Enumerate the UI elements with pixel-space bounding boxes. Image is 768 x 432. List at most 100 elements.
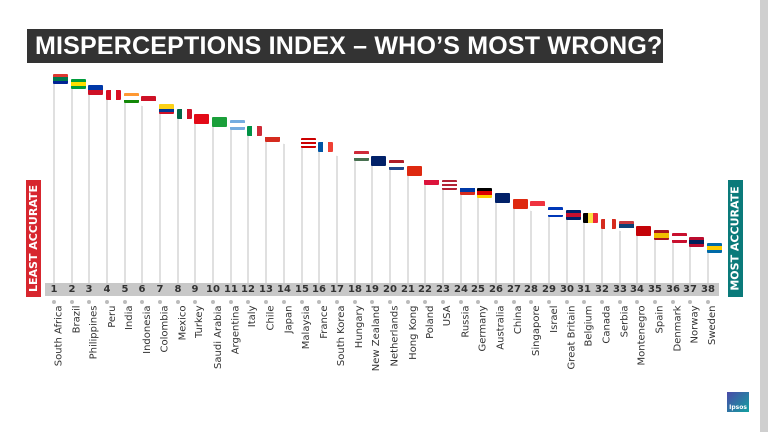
flag-icon <box>194 114 209 124</box>
rank-number: 19 <box>365 284 379 295</box>
country-name: Mexico <box>177 305 189 341</box>
most-accurate-text: MOST ACCURATE <box>729 186 743 291</box>
flag-icon <box>106 90 121 100</box>
flag-pole <box>71 84 73 283</box>
tick-dot <box>229 300 233 304</box>
flag-icon <box>477 188 492 198</box>
country-name: USA <box>442 305 454 327</box>
flag-icon <box>301 138 316 148</box>
country-name: India <box>124 305 136 331</box>
country-name: Hungary <box>354 305 366 349</box>
tick-dot <box>600 300 604 304</box>
rank-number: 13 <box>259 284 273 295</box>
country-name: Colombia <box>159 305 171 353</box>
flag-pole <box>689 242 691 283</box>
country-name: Norway <box>689 305 701 344</box>
rank-number: 7 <box>156 284 164 295</box>
tick-dot <box>158 300 162 304</box>
flag-icon <box>230 120 245 130</box>
rank-number: 24 <box>454 284 468 295</box>
country-name: Singapore <box>530 305 542 356</box>
flag-pole <box>707 248 709 283</box>
tick-dot <box>335 300 339 304</box>
rank-number: 23 <box>436 284 450 295</box>
rank-number: 11 <box>224 284 238 295</box>
most-accurate-label: MOST ACCURATE <box>728 180 743 297</box>
tick-dot <box>635 300 639 304</box>
slide-edge <box>760 0 768 432</box>
flag-pole <box>530 206 532 283</box>
tick-dot <box>123 300 127 304</box>
flag-icon <box>548 207 563 217</box>
flag-icon <box>566 210 581 220</box>
rank-number: 35 <box>648 284 662 295</box>
flag-icon <box>601 219 616 229</box>
flag-icon <box>530 201 545 211</box>
flag-pole <box>654 235 656 283</box>
rank-number: 14 <box>277 284 291 295</box>
rank-number: 3 <box>85 284 93 295</box>
country-name: Germany <box>477 305 489 352</box>
flag-icon <box>124 93 139 103</box>
rank-number: 37 <box>683 284 697 295</box>
rank-number: 8 <box>174 284 182 295</box>
country-name: Canada <box>601 305 613 344</box>
country-name: Japan <box>283 305 295 334</box>
rank-number: 9 <box>191 284 199 295</box>
tick-dot <box>52 300 56 304</box>
flag-pole <box>548 212 550 283</box>
flag-icon <box>636 226 651 236</box>
tick-dot <box>653 300 657 304</box>
flag-pole <box>442 185 444 283</box>
flag-pole <box>141 101 143 283</box>
country-name: Israel <box>548 305 560 333</box>
flag-pole <box>336 151 338 283</box>
flag-pole <box>230 125 232 283</box>
tick-dot <box>105 300 109 304</box>
flag-pole <box>265 137 267 283</box>
flag-icon <box>407 166 422 176</box>
country-name: Indonesia <box>141 305 153 354</box>
tick-dot <box>706 300 710 304</box>
flag-pole <box>159 109 161 283</box>
flag-icon <box>53 74 68 84</box>
tick-dot <box>353 300 357 304</box>
country-name: Montenegro <box>636 305 648 366</box>
tick-dot <box>264 300 268 304</box>
rank-number: 31 <box>577 284 591 295</box>
country-name: Argentina <box>230 305 242 355</box>
rank-number: 25 <box>471 284 485 295</box>
tick-dot <box>388 300 392 304</box>
flag-pole <box>619 226 621 283</box>
rank-number: 33 <box>613 284 627 295</box>
country-name: China <box>513 305 525 335</box>
flag-icon <box>672 233 687 243</box>
rank-number: 4 <box>103 284 111 295</box>
tick-dot <box>317 300 321 304</box>
tick-dot <box>547 300 551 304</box>
country-name: Saudi Arabia <box>212 305 224 369</box>
flag-pole <box>177 114 179 283</box>
country-name: Poland <box>424 305 436 339</box>
rank-number: 21 <box>401 284 415 295</box>
rank-number: 28 <box>524 284 538 295</box>
tick-dot <box>246 300 250 304</box>
flag-icon <box>177 109 192 119</box>
flag-pole <box>477 193 479 283</box>
country-name: Chile <box>265 305 277 331</box>
flag-icon <box>265 132 280 142</box>
page-title: MISPERCEPTIONS INDEX – WHO’S MOST WRONG? <box>27 29 663 63</box>
tick-dot <box>70 300 74 304</box>
flag-icon <box>654 230 669 240</box>
tick-dot <box>176 300 180 304</box>
flag-pole <box>212 122 214 283</box>
country-name: Hong Kong <box>407 305 419 360</box>
country-name: South Africa <box>53 305 65 367</box>
flag-pole <box>424 180 426 283</box>
rank-number: 32 <box>595 284 609 295</box>
flag-icon <box>442 180 457 190</box>
ipsos-logo: Ipsos <box>727 392 749 412</box>
rank-number: 18 <box>348 284 362 295</box>
flag-pole <box>566 215 568 283</box>
flag-pole <box>106 95 108 283</box>
